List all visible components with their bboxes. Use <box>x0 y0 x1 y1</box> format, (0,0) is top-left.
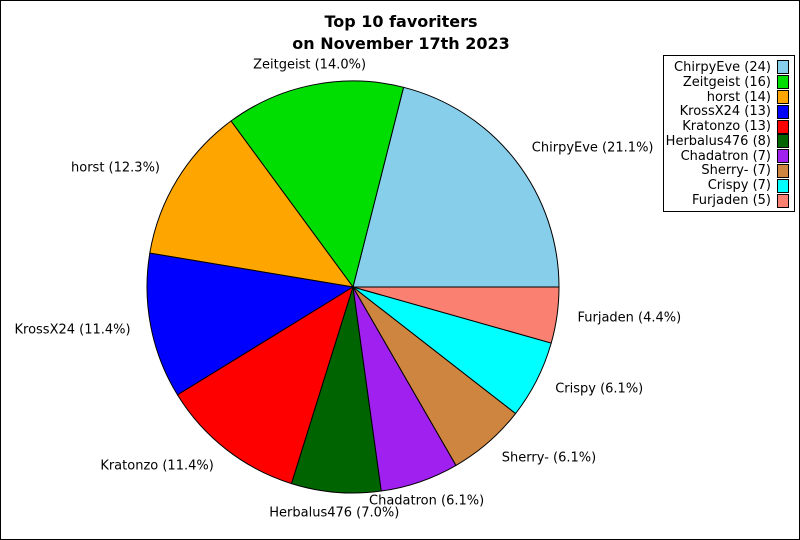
slice-label-KrossX24: KrossX24 (11.4%) <box>14 322 131 338</box>
legend-item-horst: horst (14) <box>668 90 789 105</box>
legend-swatch <box>777 193 789 208</box>
chart-title-line2: on November 17th 2023 <box>292 34 510 53</box>
legend-item-Crispy: Crispy (7) <box>668 178 789 193</box>
legend-label: Zeitgeist (16) <box>682 74 771 90</box>
chart-title: Top 10 favoriters on November 17th 2023 <box>1 11 800 55</box>
legend-swatch <box>777 119 789 134</box>
legend-item-Zeitgeist: Zeitgeist (16) <box>668 75 789 90</box>
legend: ChirpyEve (24) Zeitgeist (16) horst (14) Kr… <box>663 55 795 212</box>
chart-title-line1: Top 10 favoriters <box>324 12 478 31</box>
legend-label: Furjaden (5) <box>692 193 771 209</box>
legend-item-KrossX24: KrossX24 (13) <box>668 104 789 119</box>
legend-swatch <box>777 104 789 119</box>
legend-swatch <box>777 178 789 193</box>
slice-label-ChirpyEve: ChirpyEve (21.1%) <box>531 140 654 156</box>
slice-label-Crispy: Crispy (6.1%) <box>555 381 644 397</box>
legend-label: KrossX24 (13) <box>679 104 771 120</box>
legend-swatch <box>777 89 789 104</box>
pie-slice-Zeitgeist <box>230 80 405 288</box>
slice-label-Zeitgeist: Zeitgeist (14.0%) <box>253 57 367 73</box>
pie-slice-Kratonzo <box>177 286 354 485</box>
legend-swatch <box>777 75 789 90</box>
legend-label: Kratonzo (13) <box>682 119 771 135</box>
legend-swatch <box>777 163 789 178</box>
pie-slice-ChirpyEve <box>352 86 560 288</box>
slice-label-Kratonzo: Kratonzo (11.4%) <box>100 458 214 474</box>
slice-label-Chadatron: Chadatron (6.1%) <box>369 493 485 509</box>
legend-swatch <box>777 149 789 164</box>
legend-swatch <box>777 60 789 75</box>
legend-label: ChirpyEve (24) <box>674 59 771 75</box>
slice-label-Herbalus476: Herbalus476 (7.0%) <box>269 505 400 521</box>
legend-item-Chadatron: Chadatron (7) <box>668 149 789 164</box>
legend-label: Sherry- (7) <box>701 163 771 179</box>
legend-item-Kratonzo: Kratonzo (13) <box>668 119 789 134</box>
legend-swatch <box>777 134 789 149</box>
legend-item-Herbalus476: Herbalus476 (8) <box>665 133 789 149</box>
pie-slice-KrossX24 <box>146 252 354 396</box>
slice-label-horst: horst (12.3%) <box>71 160 160 176</box>
legend-label: Crispy (7) <box>707 178 771 194</box>
legend-item-Sherry-: Sherry- (7) <box>668 163 789 179</box>
legend-label: Chadatron (7) <box>680 148 771 164</box>
slice-label-Furjaden: Furjaden (4.4%) <box>577 310 682 326</box>
legend-label: horst (14) <box>706 89 771 105</box>
legend-item-ChirpyEve: ChirpyEve (24) <box>668 60 789 75</box>
pie-slice-Furjaden <box>352 286 560 344</box>
legend-label: Herbalus476 (8) <box>665 133 771 149</box>
legend-item-Furjaden: Furjaden (5) <box>668 193 789 208</box>
slice-label-Sherry-: Sherry- (6.1%) <box>501 450 597 466</box>
pie-slice-horst <box>149 120 354 288</box>
